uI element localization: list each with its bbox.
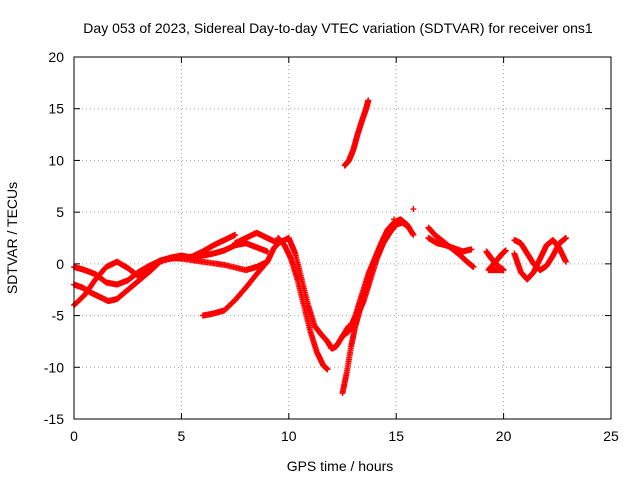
data-point [410, 231, 417, 238]
y-tick-label: 15 [48, 101, 64, 117]
chart-title: Day 053 of 2023, Sidereal Day-to-day VTE… [83, 20, 593, 36]
x-tick-label: 5 [178, 428, 186, 444]
data-point [341, 331, 348, 338]
plot-frame [73, 56, 612, 420]
x-tick-label: 10 [281, 428, 297, 444]
data-point [470, 263, 477, 270]
series-arc-k [425, 235, 475, 255]
y-tick-label: 0 [56, 256, 64, 272]
y-tick-label: -5 [52, 308, 65, 324]
x-tick-label: 25 [603, 428, 619, 444]
series-outliers [341, 206, 417, 338]
data-point [562, 235, 569, 241]
x-axis-title: GPS time / hours [287, 458, 394, 474]
series-arc-f [275, 235, 331, 373]
series-arc-h [339, 216, 417, 340]
series-arc-g [339, 219, 413, 397]
y-tick-label: -15 [44, 411, 64, 427]
data-point [391, 216, 398, 223]
y-axis-title: SDTVAR / TECUs [4, 182, 20, 294]
y-tick-label: 10 [48, 152, 64, 168]
series-arc-d [199, 238, 284, 319]
series-arc-l [483, 247, 509, 274]
x-tick-label: 15 [388, 428, 404, 444]
data-point [324, 366, 331, 373]
grid-lines [74, 57, 611, 419]
data-point [365, 97, 372, 104]
series-arc-c [71, 240, 271, 309]
series-arc-i [341, 97, 372, 169]
y-tick-label: 20 [48, 49, 64, 65]
series-arc-e [232, 229, 352, 352]
data-point [468, 246, 475, 253]
x-tick-label: 0 [70, 428, 78, 444]
data-point [232, 231, 239, 238]
y-tick-label: 5 [56, 204, 64, 220]
data-point [264, 248, 271, 255]
data-point [502, 247, 509, 254]
data-point [562, 258, 569, 265]
x-tick-label: 20 [496, 428, 512, 444]
data-points [71, 97, 569, 397]
series-arc-n [511, 235, 569, 274]
axis-ticks: 0 5 10 15 20 25 -15 -10 -5 0 5 10 15 20 [44, 49, 619, 444]
data-point [410, 206, 417, 213]
y-tick-label: -10 [44, 359, 64, 375]
